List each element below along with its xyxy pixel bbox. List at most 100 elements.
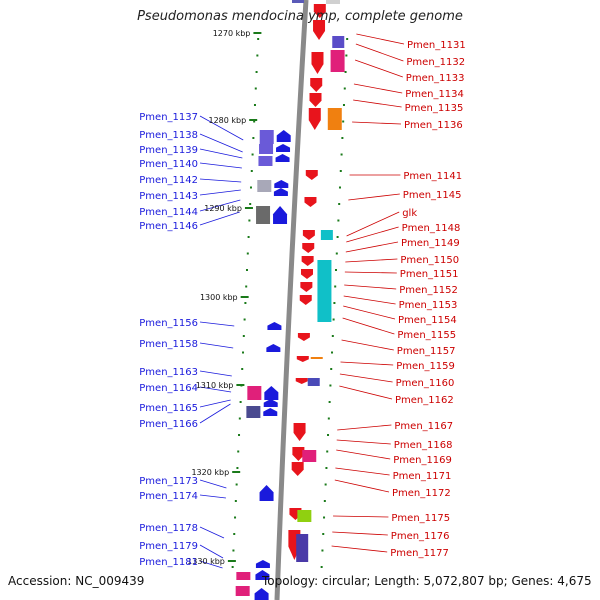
tick-mark (252, 137, 255, 139)
tick-mark (346, 38, 349, 40)
tick-mark (334, 285, 337, 288)
gene-label-right: Pmen_1171 (393, 471, 452, 482)
gene-label-left: Pmen_1138 (139, 130, 198, 141)
gene-label-right: Pmen_1141 (403, 171, 462, 182)
connector-line-right (343, 295, 396, 305)
connector-line-left (199, 115, 244, 141)
tick-mark (334, 269, 337, 271)
gene-arrow-forward (299, 295, 312, 305)
gene-arrow-forward (311, 52, 324, 74)
scale-tick (227, 560, 236, 562)
gene-arrow-reverse (263, 408, 278, 416)
gene-label-left: Pmen_1139 (139, 145, 198, 156)
gene-labels: Pmen_1137 Pmen_1138 Pmen_1139 Pmen_1140 Pmen… (139, 40, 465, 568)
tick-mark (232, 549, 235, 552)
tick-mark (244, 302, 247, 304)
scale-tick (253, 32, 262, 34)
gene-box (257, 180, 272, 192)
gene-label-left: Pmen_1179 (139, 541, 198, 552)
tick-mark (238, 417, 241, 420)
scale-label: 1310 kbp (196, 381, 234, 390)
tick-mark (253, 120, 256, 123)
tick-mark (234, 500, 237, 502)
gene-box (259, 144, 274, 154)
connector-line-right (354, 59, 403, 78)
connector-line-right (341, 339, 394, 351)
gene-label-left: Pmen_1146 (139, 221, 198, 232)
tick-marks (231, 38, 349, 568)
connector-line-right (339, 373, 393, 383)
gene-label-left: Pmen_1164 (139, 383, 198, 394)
gene-label-left: Pmen_1142 (139, 175, 198, 186)
gene-box (296, 534, 309, 562)
gene-label-left: Pmen_1181 (139, 557, 198, 568)
gene-arrow-forward (302, 243, 315, 253)
tick-mark (247, 236, 250, 238)
gene-label-left: Pmen_1178 (139, 523, 198, 534)
tick-mark (241, 368, 244, 370)
gene-box (247, 386, 262, 400)
gene-box (307, 378, 320, 386)
connector-line-left (199, 386, 232, 393)
gene-label-right: Pmen_1134 (405, 89, 464, 100)
gene-label-left: Pmen_1174 (139, 491, 198, 502)
gene-label-left: Pmen_1173 (139, 476, 198, 487)
tick-mark (242, 351, 245, 354)
connector-line-left (199, 133, 243, 153)
gene-label-right: Pmen_1160 (396, 378, 455, 389)
gene-arrow-forward (293, 423, 306, 441)
tick-mark (332, 318, 335, 321)
gene-arrow-reverse (255, 560, 270, 568)
connector-line-left (199, 148, 243, 159)
gene-arrow-forward (297, 333, 310, 341)
tick-mark (335, 252, 338, 255)
tick-mark (245, 285, 248, 288)
connector-line-right (345, 258, 398, 263)
gene-box (327, 108, 342, 130)
gene-label-right: Pmen_1145 (403, 190, 462, 201)
gene-label-right: Pmen_1132 (406, 57, 465, 68)
gene-label-right: Pmen_1175 (391, 513, 450, 524)
gene-arrow-reverse (255, 570, 270, 580)
gene-box (246, 406, 261, 418)
gene-arrow-forward (300, 282, 313, 292)
gene-label-left: Pmen_1156 (139, 318, 198, 329)
tick-mark (246, 252, 249, 255)
connector-line-left (199, 189, 241, 196)
gene-arrow-reverse (264, 386, 279, 400)
scale-label: 1300 kbp (200, 293, 238, 302)
tick-mark (340, 153, 343, 156)
connector-line-right (352, 121, 402, 125)
connector-line-left (199, 211, 240, 226)
gene-arrow-forward (313, 20, 326, 40)
tick-mark (249, 186, 252, 189)
connector-line-right (331, 545, 388, 553)
kbp-scale: 1270 kbp 1280 kbp 1290 kbp 1300 kbp 1310 kbp… (187, 29, 262, 566)
scale-tick (240, 296, 249, 298)
gene-label-left: Pmen_1140 (139, 159, 198, 170)
connector-line-right (340, 361, 394, 366)
gene-label-right: Pmen_1131 (407, 40, 466, 51)
gene-label-right: Pmen_1153 (399, 300, 458, 311)
gene-box (326, 0, 340, 4)
connector-line-right (345, 241, 399, 253)
scale-tick (249, 119, 258, 121)
connector-line-left (199, 403, 231, 424)
gene-label-left: Pmen_1144 (139, 207, 198, 218)
gene-arrow-reverse (254, 588, 269, 600)
gene-arrow-reverse (276, 130, 291, 142)
connector-line-left (199, 321, 235, 327)
gene-label-right: Pmen_1148 (402, 223, 461, 234)
gene-box (297, 510, 312, 522)
tick-mark (239, 401, 242, 403)
tick-mark (242, 335, 245, 337)
gene-label-right: Pmen_1152 (399, 285, 458, 296)
accession-text: Accession: NC_009439 (8, 574, 145, 588)
gene-label-right: Pmen_1136 (404, 120, 463, 131)
gene-label-right: Pmen_1154 (398, 315, 457, 326)
tick-mark (339, 170, 342, 172)
tick-mark (326, 450, 329, 453)
tick-mark (237, 450, 240, 453)
gene-box (332, 36, 345, 48)
